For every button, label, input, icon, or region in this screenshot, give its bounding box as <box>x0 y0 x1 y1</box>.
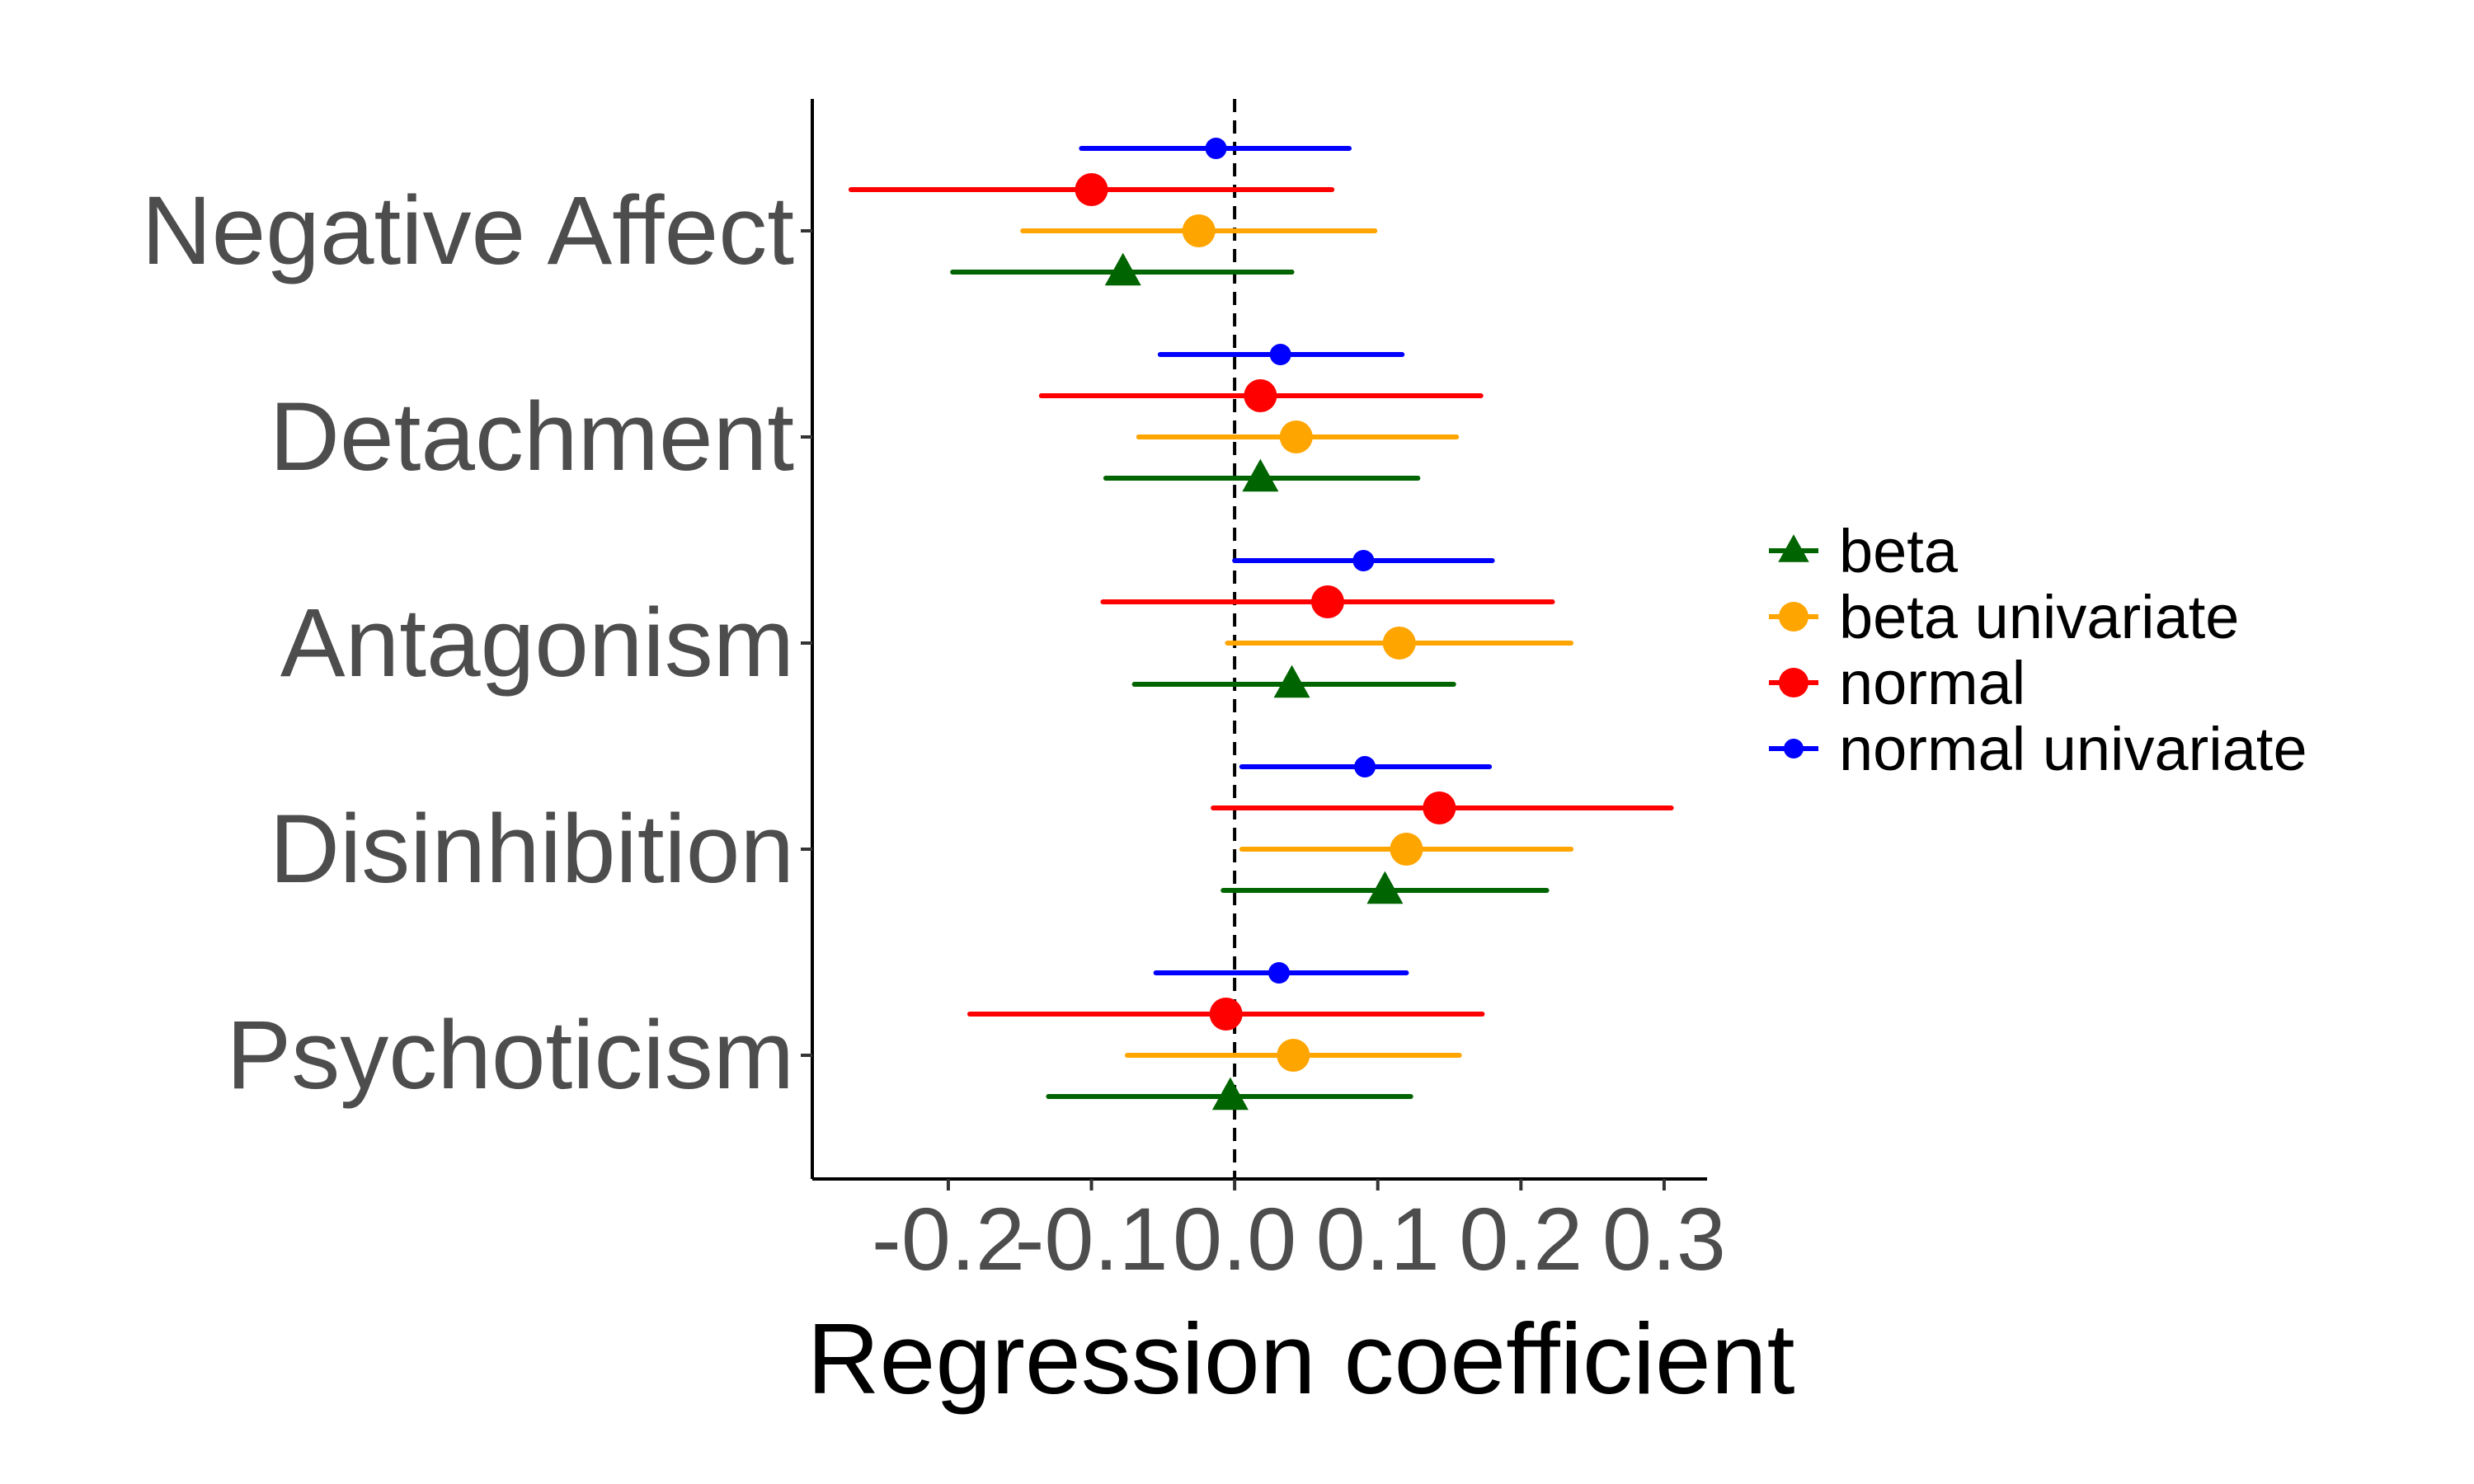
y-tick-label-negative-affect: Negative Affect <box>141 176 794 285</box>
point-normal-disinhibition <box>1423 791 1456 824</box>
point-beta-detachment <box>1242 458 1279 492</box>
point-beta-univariate-psychoticism <box>1277 1039 1310 1072</box>
point-normal-univariate-detachment <box>1269 344 1291 365</box>
legend-key-marker-beta <box>1778 534 1809 562</box>
point-beta-univariate-antagonism <box>1382 627 1416 660</box>
legend-key-marker-beta-univariate <box>1779 602 1808 632</box>
x-axis-ticks: -0.2-0.1 0.0 0.1 0.2 0.3 <box>872 1179 1726 1289</box>
legend-label-normal-univariate: normal univariate <box>1839 715 2307 783</box>
x-tick-label: 0.2 <box>1459 1189 1583 1289</box>
y-tick-label-psychoticism: Psychoticism <box>227 1001 794 1110</box>
point-beta-univariate-detachment <box>1279 420 1313 453</box>
point-beta-negative-affect <box>1104 252 1141 286</box>
y-axis-ticks: Negative Affect Detachment Antagonism Disin… <box>141 176 812 1110</box>
point-normal-antagonism <box>1310 585 1344 618</box>
legend-label-beta-univariate: beta univariate <box>1839 583 2239 651</box>
legend-key-marker-normal <box>1779 668 1808 697</box>
confidence-intervals <box>848 146 1674 1099</box>
point-beta-disinhibition <box>1366 871 1404 904</box>
point-estimates <box>1075 138 1456 1111</box>
point-beta-psychoticism <box>1211 1077 1249 1111</box>
legend-label-beta: beta <box>1839 517 1959 585</box>
point-normal-univariate-psychoticism <box>1268 962 1290 984</box>
point-normal-univariate-antagonism <box>1352 550 1375 571</box>
y-tick-label-antagonism: Antagonism <box>280 589 794 697</box>
x-tick-label: -0.2 <box>872 1189 1025 1289</box>
point-normal-psychoticism <box>1209 998 1243 1031</box>
point-normal-univariate-negative-affect <box>1205 138 1227 159</box>
y-tick-label-detachment: Detachment <box>270 383 794 491</box>
y-tick-label-disinhibition: Disinhibition <box>270 795 794 904</box>
point-beta-univariate-disinhibition <box>1390 833 1423 866</box>
x-tick-label: 0.1 <box>1316 1189 1440 1289</box>
x-tick-label: 0.3 <box>1602 1189 1726 1289</box>
point-beta-antagonism <box>1273 665 1310 698</box>
x-tick-label: 0.0 <box>1173 1189 1296 1289</box>
point-normal-univariate-disinhibition <box>1354 756 1376 777</box>
point-normal-detachment <box>1244 379 1277 412</box>
point-beta-univariate-negative-affect <box>1182 214 1216 247</box>
x-axis-label: Regression coefficient <box>807 1303 1794 1415</box>
legend-key-marker-normal-univariate <box>1784 739 1804 758</box>
legend-label-normal: normal <box>1839 649 2025 717</box>
x-tick-label: -0.1 <box>1014 1189 1168 1289</box>
point-normal-negative-affect <box>1075 173 1108 206</box>
